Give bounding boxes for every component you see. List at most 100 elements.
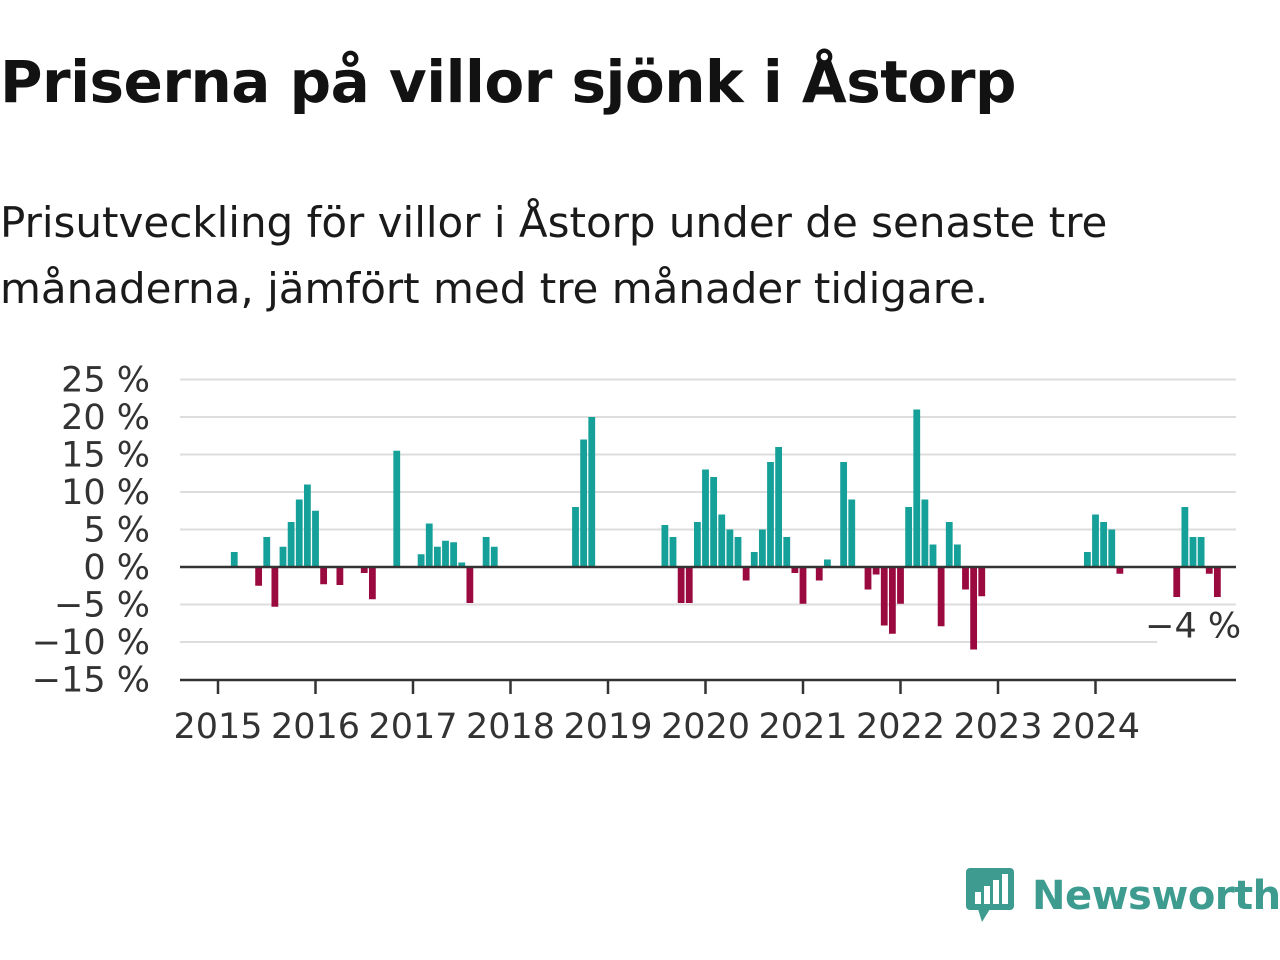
bar-negative: [368, 567, 376, 600]
bar-positive: [458, 562, 466, 567]
bar-positive: [734, 537, 742, 567]
bar-positive: [783, 537, 791, 567]
bar-positive: [482, 537, 490, 567]
bar-negative: [742, 567, 750, 581]
bar-negative: [970, 567, 978, 650]
bar-positive: [303, 484, 311, 567]
bar-negative: [888, 567, 896, 634]
bar-negative: [815, 567, 823, 581]
bar-negative: [271, 567, 279, 607]
y-tick-label: 25 %: [61, 361, 150, 401]
bar-positive: [1197, 537, 1205, 567]
newsworthy-logo-icon: [966, 868, 1014, 922]
x-tick-label: 2017: [368, 707, 457, 747]
x-tick-label: 2022: [856, 707, 945, 747]
bar-positive: [287, 522, 295, 567]
bar-positive: [580, 439, 588, 567]
bar-positive: [230, 552, 238, 567]
bar-negative: [677, 567, 685, 603]
bar-positive: [312, 510, 319, 567]
bar-positive: [710, 477, 718, 567]
y-tick-label: 15 %: [61, 436, 150, 476]
x-tick-label: 2018: [466, 707, 555, 747]
bar-positive: [726, 529, 734, 567]
bar-positive: [718, 514, 726, 567]
bar-positive: [945, 522, 953, 567]
bar-negative: [799, 567, 807, 604]
x-tick-label: 2015: [173, 707, 262, 747]
bars: [230, 409, 1221, 650]
bar-positive: [953, 544, 961, 567]
bar-positive: [450, 542, 458, 567]
annotation-backdrop: [1157, 621, 1250, 662]
bar-positive: [442, 540, 449, 567]
bar-positive: [758, 529, 766, 567]
bar-positive: [279, 546, 287, 567]
bar-positive: [669, 537, 677, 567]
bar-positive: [929, 544, 937, 567]
bar-positive: [417, 554, 425, 567]
bar-positive: [433, 546, 441, 567]
bar-negative: [685, 567, 693, 603]
x-tick-label: 2021: [758, 707, 847, 747]
bar-negative: [1205, 567, 1213, 574]
bar-positive: [750, 552, 758, 567]
bar-negative: [1116, 567, 1124, 574]
bar-negative: [466, 567, 474, 603]
bar-negative: [864, 567, 872, 590]
y-tick-label: 10 %: [61, 473, 150, 513]
bar-negative: [978, 567, 986, 597]
bar-positive: [840, 462, 848, 567]
bar-negative: [962, 567, 969, 590]
y-tick-label: 0 %: [83, 548, 150, 588]
bar-positive: [1100, 522, 1108, 567]
bar-positive: [572, 507, 579, 567]
bar-positive: [921, 499, 929, 567]
y-tick-label: 5 %: [83, 511, 150, 551]
x-tick-label: 2016: [271, 707, 360, 747]
bar-negative: [937, 567, 945, 627]
bar-negative: [320, 567, 328, 585]
bar-negative: [897, 567, 904, 604]
bar-positive: [1083, 552, 1091, 567]
chart-title: Priserna på villor sjönk i Åstorp: [0, 48, 1017, 116]
bar-positive: [263, 537, 271, 567]
bar-positive: [913, 409, 921, 567]
bar-positive: [823, 559, 831, 567]
x-tick-label: 2023: [953, 707, 1042, 747]
bar-negative: [1213, 567, 1221, 597]
x-tick-label: 2020: [661, 707, 750, 747]
bar-positive: [1189, 537, 1197, 567]
bar-positive: [490, 546, 498, 567]
bar-negative: [880, 567, 888, 626]
bar-positive: [702, 469, 709, 567]
bar-positive: [775, 447, 783, 567]
bar-positive: [905, 507, 913, 567]
bar-negative: [255, 567, 263, 586]
bar-positive: [1108, 529, 1116, 567]
bar-positive: [393, 450, 401, 567]
tick-labels: 25 %20 %15 %10 %5 %0 %−5 %−10 %−15 % 2015…: [32, 361, 1250, 747]
bar-negative: [336, 567, 344, 585]
y-tick-label: −10 %: [32, 623, 150, 663]
bar-positive: [1181, 507, 1189, 567]
bar-positive: [693, 522, 701, 567]
bar-negative: [1173, 567, 1181, 597]
latest-value-annotation: −4 %: [1145, 607, 1241, 647]
brand-name: Newsworthy: [1032, 873, 1280, 919]
bar-positive: [1092, 514, 1099, 567]
bar-negative: [791, 567, 799, 573]
bar-positive: [848, 499, 856, 567]
y-tick-label: 20 %: [61, 398, 150, 438]
bar-chart: 25 %20 %15 %10 %5 %0 %−5 %−10 %−15 % 2015…: [32, 361, 1250, 747]
y-tick-label: −15 %: [32, 661, 150, 701]
y-tick-label: −5 %: [54, 586, 150, 626]
bar-positive: [588, 417, 596, 567]
bar-positive: [425, 523, 433, 567]
chart-subtitle: Prisutveckling för villor i Åstorp under…: [0, 198, 1108, 313]
newsworthy-logo: Newsworthy: [964, 866, 1280, 926]
bar-negative: [872, 567, 880, 575]
bar-positive: [295, 499, 303, 567]
bar-negative: [360, 567, 368, 573]
x-tick-label: 2024: [1051, 707, 1140, 747]
